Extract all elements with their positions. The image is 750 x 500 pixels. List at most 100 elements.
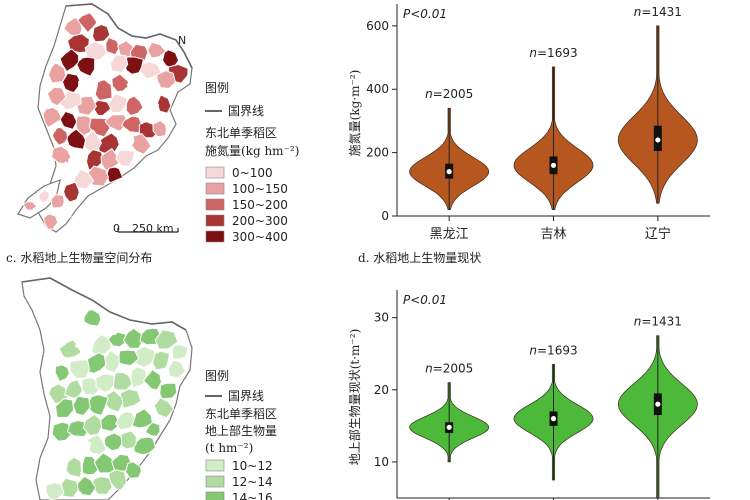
map-region bbox=[154, 329, 179, 350]
biomass-map-border bbox=[21, 277, 187, 331]
map-region bbox=[121, 115, 143, 134]
biomass-median-2 bbox=[655, 401, 661, 407]
legend-fill-title-2-3: (t hm⁻²) bbox=[205, 441, 253, 455]
map-region bbox=[59, 48, 80, 72]
map-region bbox=[54, 364, 70, 382]
legend-boundary-label-2: 国界线 bbox=[228, 389, 264, 403]
map-region bbox=[57, 161, 78, 181]
nitrogen-y-tick-label-2: 400 bbox=[366, 82, 389, 96]
map-region bbox=[107, 331, 129, 348]
map-region bbox=[130, 366, 147, 389]
biomass-bin-label-0: 10~12 bbox=[232, 459, 273, 473]
nitrogen-median-2 bbox=[655, 137, 661, 143]
nitrogen-n-label-0: n=2005 bbox=[425, 87, 473, 101]
nitrogen-map: N 0 250 km bbox=[17, 3, 193, 235]
biomass-bin-label-1: 12~14 bbox=[232, 475, 273, 489]
legend-boundary-label: 国界线 bbox=[228, 104, 264, 118]
biomass-median-0 bbox=[446, 424, 452, 430]
map-region bbox=[122, 327, 144, 349]
legend-fill-title-2-1: 东北单季稻区 bbox=[205, 407, 277, 421]
biomass-legend-bins: 10~12 12~14 14~16 bbox=[205, 459, 273, 500]
map-region bbox=[83, 309, 102, 327]
map-region bbox=[65, 456, 82, 479]
nitrogen-n-label-1: n=1693 bbox=[529, 46, 577, 60]
panel-c-label: c. 水稻地上生物量空间分布 bbox=[6, 251, 152, 265]
map-region bbox=[152, 120, 167, 138]
biomass-y-tick-label-1: 20 bbox=[374, 383, 389, 397]
map-region bbox=[167, 359, 186, 379]
biomass-bin-swatch-0 bbox=[205, 459, 225, 472]
nitrogen-category-1: 吉林 bbox=[540, 227, 566, 242]
map-region bbox=[108, 469, 128, 491]
map-region bbox=[81, 455, 102, 476]
map-region bbox=[46, 459, 69, 479]
map-region bbox=[126, 76, 145, 94]
nitrogen-bin-swatch-2 bbox=[205, 198, 225, 211]
biomass-n-label-1: n=1693 bbox=[529, 344, 577, 358]
nitrogen-map-scale-bar: 0 250 km bbox=[113, 222, 179, 235]
scale-distance-label: 250 km bbox=[132, 222, 174, 235]
map-region bbox=[67, 33, 90, 53]
biomass-y-tick-label-0: 10 bbox=[374, 455, 389, 469]
map-region bbox=[51, 421, 73, 442]
nitrogen-violin-chart: 0 200 400 600 施氮量(kg·m⁻²) P<0.01 n=2005 黑龙江 n=16… bbox=[347, 4, 710, 242]
map-region bbox=[125, 461, 142, 479]
map-region bbox=[22, 201, 38, 211]
nitrogen-legend-bins: 0~100 100~150 150~200 200~300 300~400 bbox=[205, 166, 288, 244]
map-region bbox=[38, 189, 50, 204]
map-region bbox=[43, 213, 59, 230]
nitrogen-bin-swatch-4 bbox=[205, 230, 225, 243]
legend-fill-title-2-2: 地上部生物量 bbox=[205, 423, 277, 438]
biomass-map bbox=[21, 277, 193, 500]
map-region bbox=[52, 205, 72, 224]
map-region bbox=[171, 344, 189, 360]
map-region bbox=[142, 82, 162, 103]
biomass-bin-swatch-2 bbox=[205, 491, 225, 500]
scale-zero-label: 0 bbox=[113, 222, 120, 235]
panel-d-label: d. 水稻地上生物量现状 bbox=[358, 251, 481, 265]
map-region bbox=[94, 79, 113, 101]
map-region bbox=[112, 372, 133, 391]
biomass-map-regions bbox=[45, 309, 189, 500]
nitrogen-bin-swatch-0 bbox=[205, 166, 225, 179]
nitrogen-category-2: 辽宁 bbox=[645, 226, 671, 242]
nitrogen-bin-label-3: 200~300 bbox=[232, 214, 288, 228]
map-region bbox=[109, 54, 129, 73]
biomass-n-label-0: n=2005 bbox=[425, 362, 473, 376]
map-region bbox=[69, 359, 90, 379]
map-region bbox=[153, 397, 175, 419]
legend-fill-title-1: 东北单季稻区 bbox=[205, 126, 277, 140]
map-region bbox=[73, 169, 95, 190]
map-region bbox=[104, 317, 121, 336]
map-region bbox=[74, 329, 94, 350]
map-region bbox=[147, 41, 167, 59]
nitrogen-p-value: P<0.01 bbox=[403, 7, 447, 21]
map-region bbox=[131, 408, 153, 429]
map-region bbox=[55, 398, 75, 418]
map-region bbox=[103, 432, 123, 452]
map-region bbox=[143, 369, 162, 391]
map-region bbox=[77, 12, 98, 34]
map-region bbox=[106, 92, 128, 114]
map-region bbox=[59, 110, 78, 130]
nitrogen-y-tick-label-1: 200 bbox=[366, 146, 389, 160]
map-region bbox=[68, 151, 87, 170]
map-region bbox=[48, 62, 67, 84]
map-region bbox=[64, 379, 83, 399]
nitrogen-n-label-2: n=1431 bbox=[634, 5, 682, 19]
map-region bbox=[58, 339, 82, 359]
nitrogen-map-border bbox=[65, 3, 193, 69]
nitrogen-bin-label-2: 150~200 bbox=[232, 198, 288, 212]
biomass-p-value: P<0.01 bbox=[403, 293, 447, 307]
nitrogen-map-north-label: N bbox=[178, 34, 186, 47]
map-region bbox=[42, 107, 63, 128]
map-region bbox=[156, 70, 176, 89]
map-region bbox=[144, 422, 161, 437]
nitrogen-y-tick-label-0: 0 bbox=[381, 209, 389, 223]
legend-fill-title-2: 施氮量(kg hm⁻²) bbox=[205, 143, 299, 158]
nitrogen-map-regions bbox=[22, 12, 189, 230]
map-region bbox=[63, 181, 80, 203]
nitrogen-y-tick-label-3: 600 bbox=[366, 19, 389, 33]
legend-title: 图例 bbox=[205, 81, 229, 95]
